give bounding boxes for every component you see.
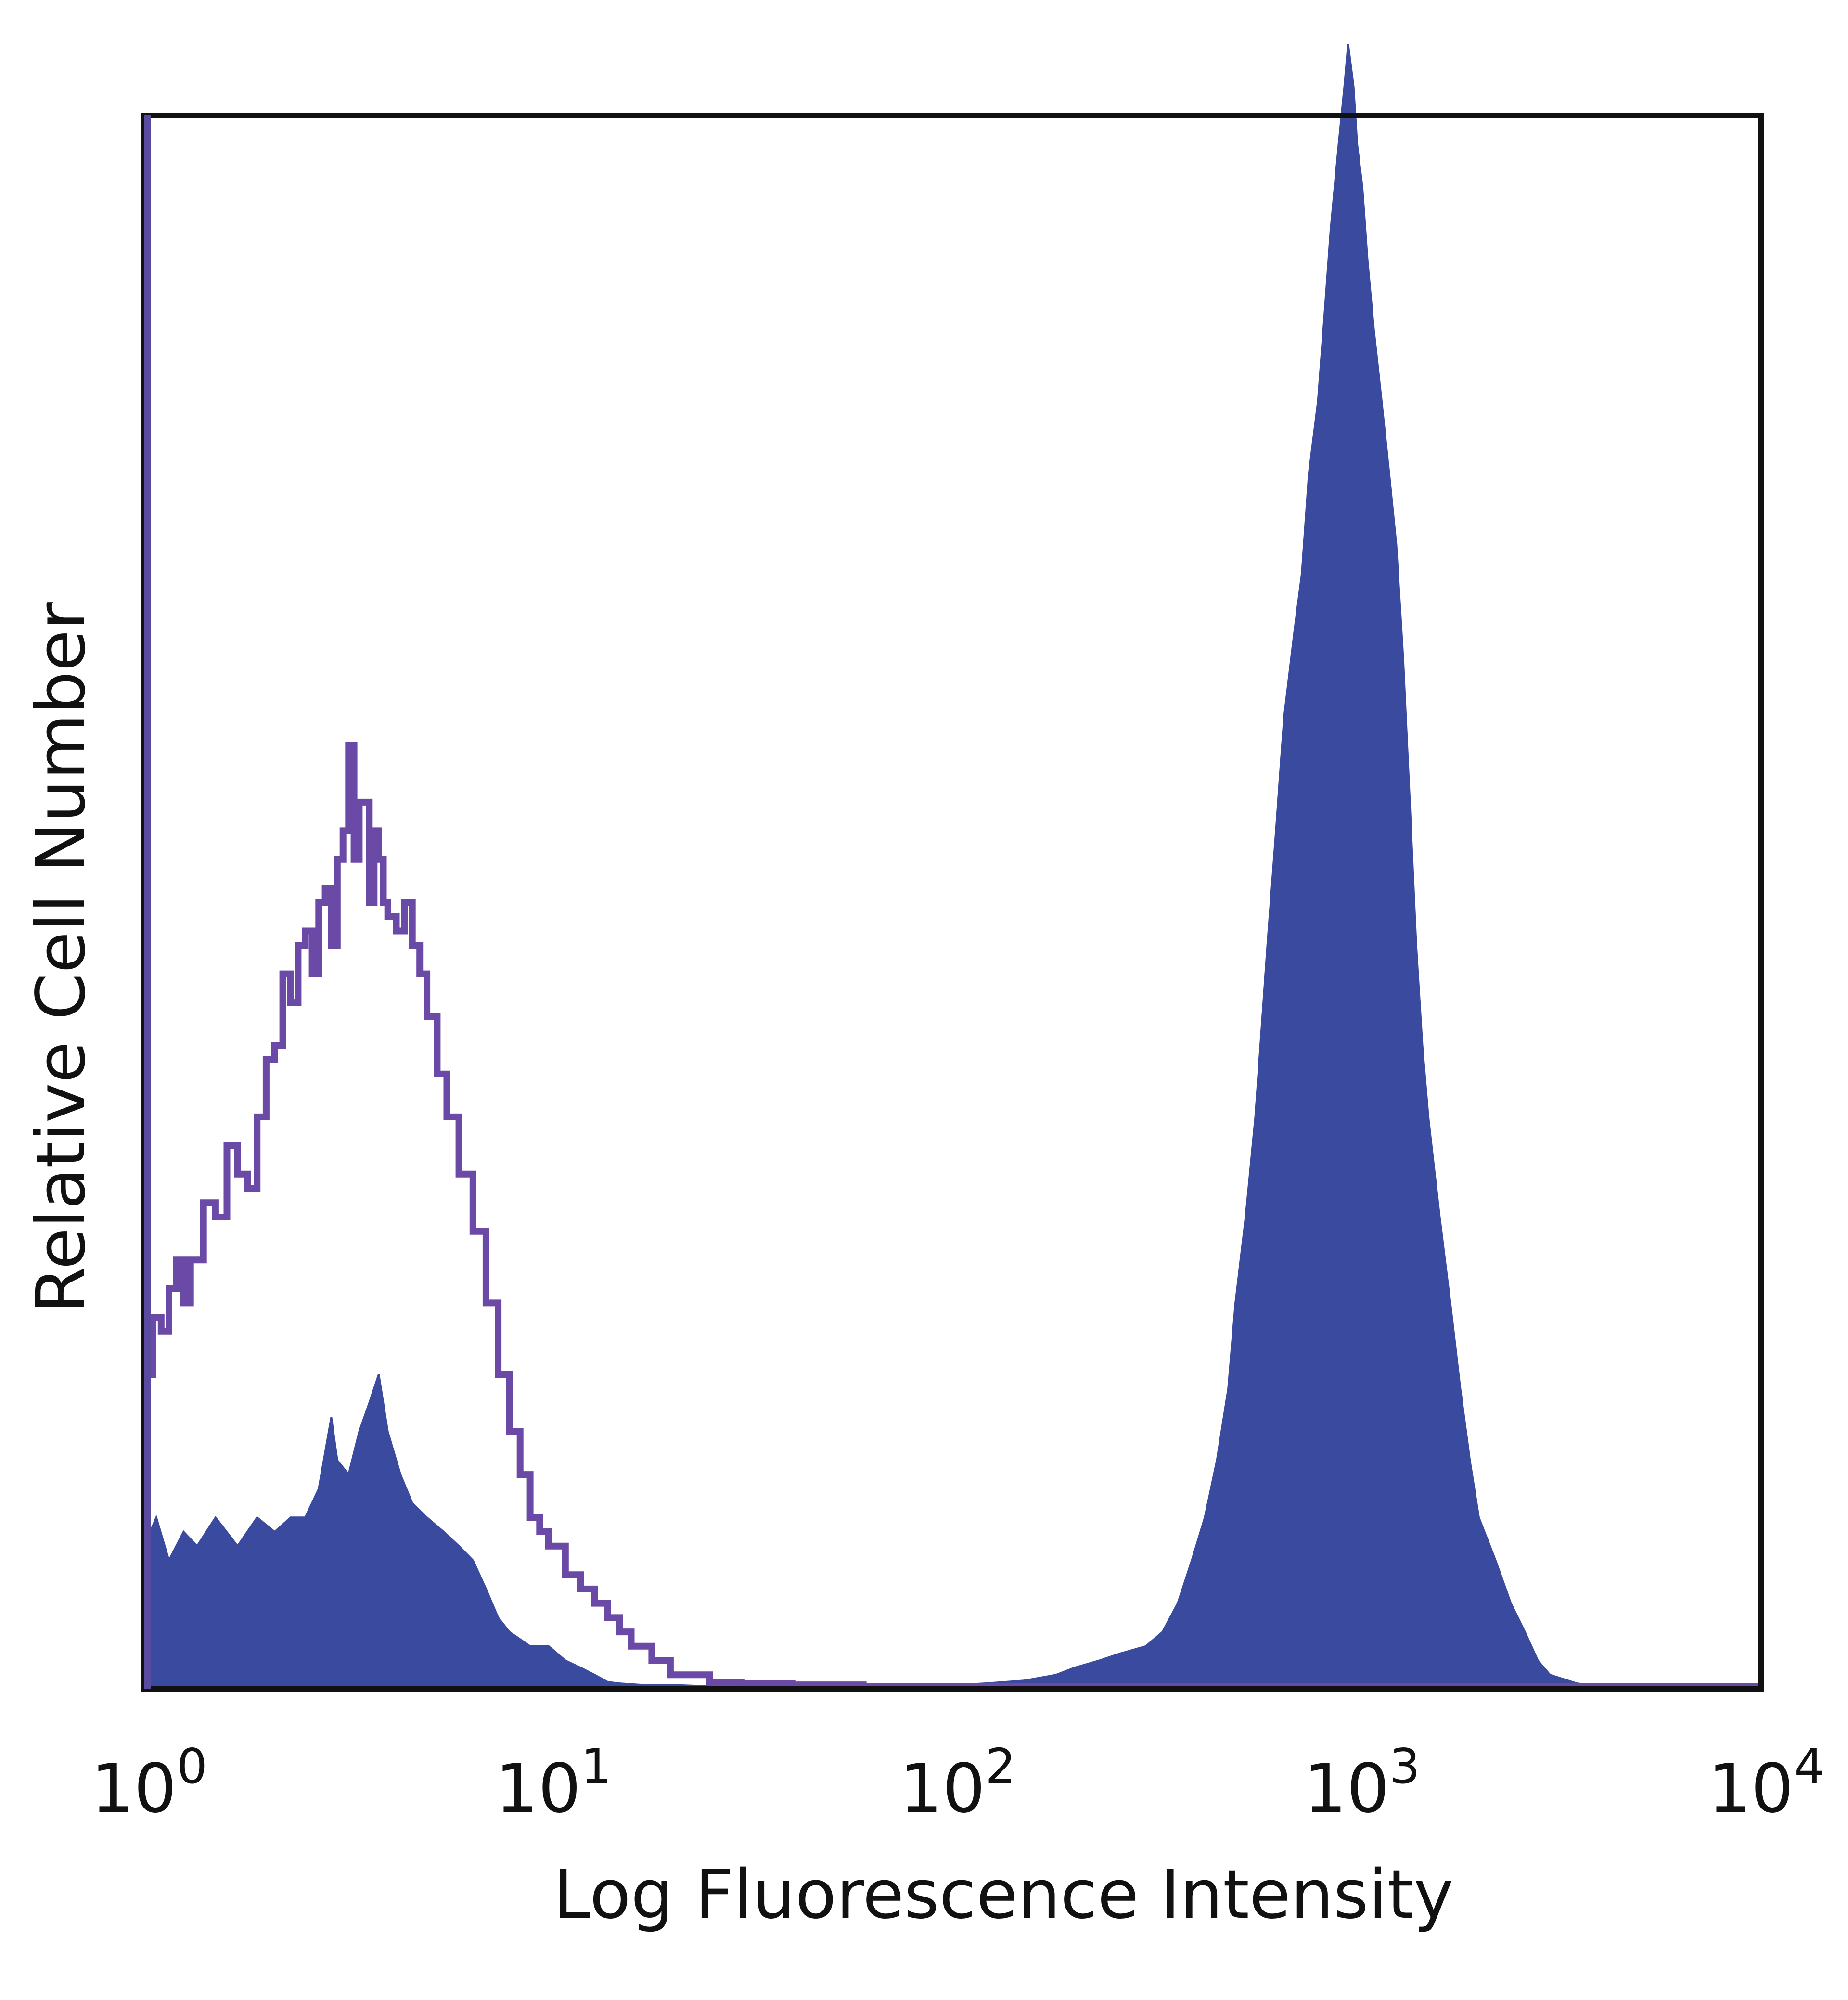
x-tick-label: 101 [495, 1738, 612, 1828]
y-axis-title: Relative Cell Number [22, 602, 101, 1313]
series-outline-histogram [144, 742, 1761, 1690]
x-axis-ticks: 100 101 102 103 104 [91, 1738, 1824, 1828]
plot-area [143, 44, 1761, 1690]
x-tick-label: 103 [1304, 1738, 1420, 1828]
x-tick-label: 102 [899, 1738, 1016, 1828]
x-tick-label: 104 [1708, 1738, 1824, 1828]
x-axis-title: Log Fluorescence Intensity [553, 1856, 1454, 1934]
series-filled-histogram [143, 44, 1761, 1690]
x-tick-label: 100 [91, 1738, 207, 1828]
